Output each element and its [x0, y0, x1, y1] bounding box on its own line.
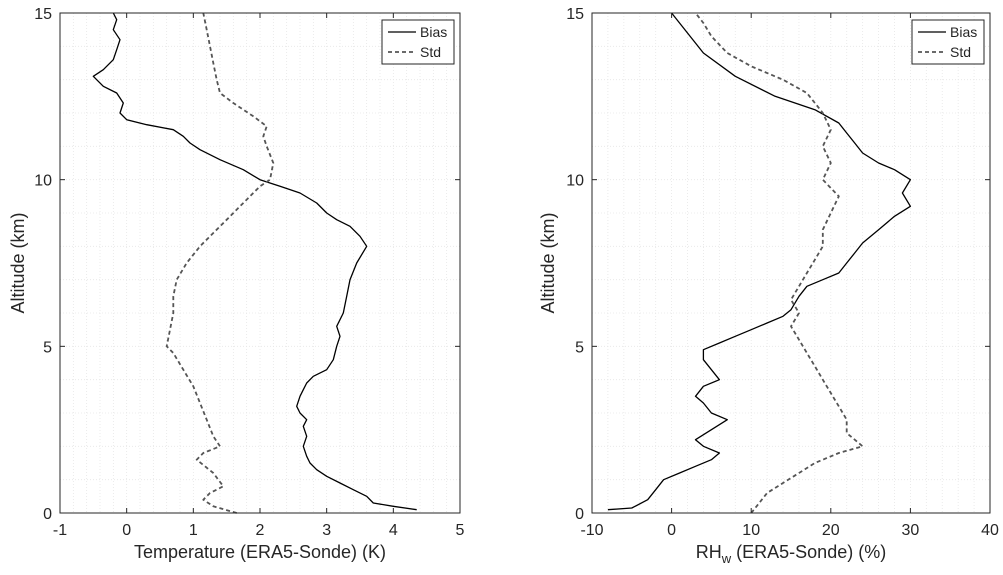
series-group [607, 12, 912, 514]
x-axis-title: Temperature (ERA5-Sonde) (K) [134, 542, 386, 562]
x-tick-label: 0 [667, 522, 676, 539]
y-axis-title: Altitude (km) [8, 212, 28, 313]
legend-box [381, 19, 455, 65]
plot-frame [591, 12, 991, 514]
x-tick-label: -1 [53, 522, 67, 539]
series-line-bias [607, 12, 912, 511]
x-axis-title-main: RH [696, 542, 722, 562]
x-tick-label: 2 [256, 522, 265, 539]
x-tick-label: 4 [389, 522, 398, 539]
x-tick-label: 20 [822, 522, 840, 539]
legend-label-bias: Bias [420, 24, 447, 40]
legend-label-bias: Bias [950, 24, 977, 40]
y-tick-label: 5 [575, 339, 584, 356]
series-line-std [694, 12, 864, 514]
y-axis-title: Altitude (km) [538, 212, 558, 313]
y-tick-label: 5 [43, 339, 52, 356]
x-tick-label: 0 [122, 522, 131, 539]
series-group [92, 12, 417, 514]
x-axis-title: RHw (ERA5-Sonde) (%) [696, 542, 886, 566]
x-tick-label: 30 [902, 522, 920, 539]
plot-area [592, 13, 990, 513]
x-tick-label: 10 [742, 522, 760, 539]
legend-label-std: Std [420, 44, 441, 60]
y-tick-label: 0 [575, 506, 584, 523]
legend: Bias Std [381, 19, 455, 65]
legend-box [911, 19, 985, 65]
x-tick-label: 1 [189, 522, 198, 539]
y-tick-label: 0 [43, 506, 52, 523]
grid [591, 12, 991, 514]
x-tick-label: 3 [322, 522, 331, 539]
legend-label-std: Std [950, 44, 971, 60]
y-tick-label: 10 [34, 173, 52, 190]
series-line-bias [92, 12, 417, 511]
y-tick-label: 10 [566, 173, 584, 190]
x-axis-title-subscript: w [721, 551, 732, 566]
y-tick-label: 15 [566, 6, 584, 23]
y-tick-label: 15 [34, 6, 52, 23]
x-tick-label: -10 [580, 522, 603, 539]
series-line-std [165, 12, 275, 514]
x-tick-label: 5 [456, 522, 465, 539]
legend: Bias Std [911, 19, 985, 65]
x-axis-title-rest: (ERA5-Sonde) (%) [731, 542, 886, 562]
x-tick-label: 40 [981, 522, 999, 539]
